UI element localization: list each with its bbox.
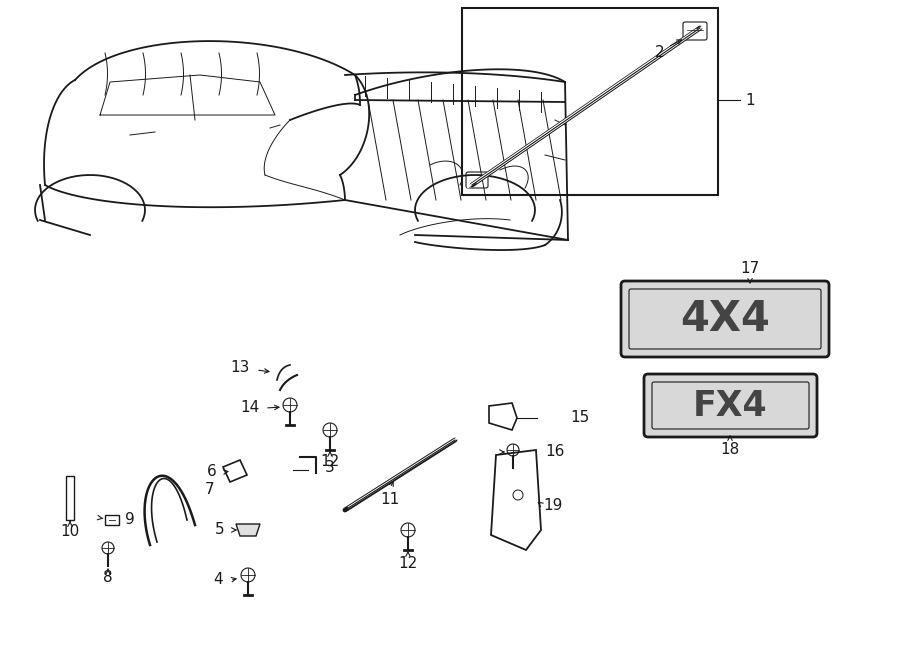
Text: 18: 18: [720, 442, 740, 457]
FancyBboxPatch shape: [644, 374, 817, 437]
Text: 9: 9: [125, 512, 135, 528]
Bar: [66, 476, 74, 520]
Text: 12: 12: [399, 555, 418, 571]
Text: 13: 13: [230, 359, 249, 375]
FancyBboxPatch shape: [621, 281, 829, 357]
Text: 15: 15: [571, 410, 590, 426]
Text: 7: 7: [205, 483, 215, 498]
Text: 4X4: 4X4: [680, 298, 770, 340]
Text: 4: 4: [213, 573, 223, 587]
Text: 5: 5: [215, 522, 225, 538]
Text: 1: 1: [745, 93, 755, 107]
Text: 8: 8: [104, 571, 112, 585]
Bar: [105, 515, 119, 525]
FancyBboxPatch shape: [683, 22, 707, 40]
Text: 6: 6: [207, 465, 217, 479]
Text: FX4: FX4: [693, 389, 768, 422]
Text: 16: 16: [545, 444, 564, 459]
Text: 17: 17: [741, 261, 760, 275]
FancyBboxPatch shape: [466, 172, 488, 188]
Polygon shape: [236, 524, 260, 536]
Text: 11: 11: [381, 493, 400, 508]
Text: 19: 19: [544, 498, 562, 512]
Text: 14: 14: [240, 401, 259, 416]
Text: 3: 3: [325, 461, 335, 475]
Text: 12: 12: [320, 455, 339, 469]
Text: 2: 2: [655, 44, 665, 60]
Text: 10: 10: [60, 524, 79, 540]
Bar: [462, 8, 718, 195]
